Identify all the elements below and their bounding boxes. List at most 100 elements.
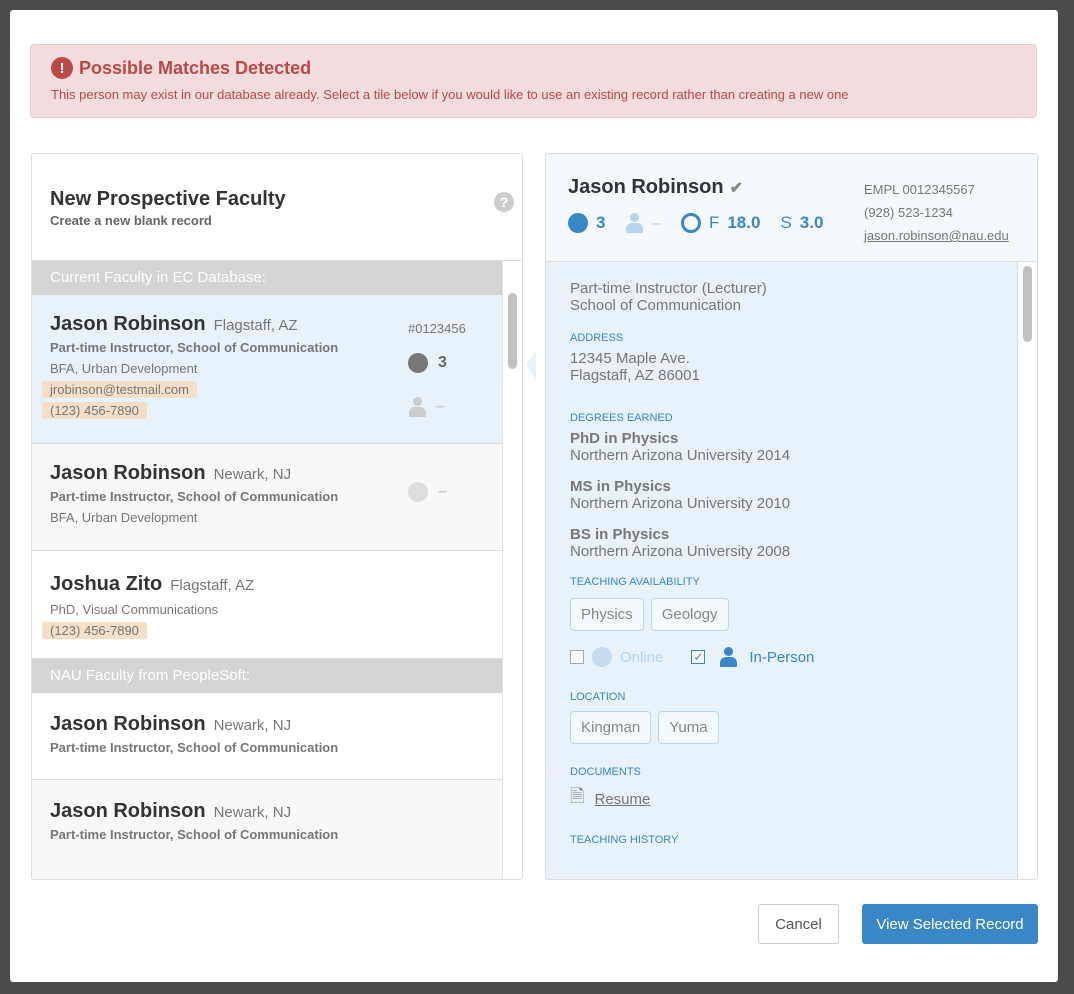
list-item[interactable]: Jason Robinson Newark, NJ Part-time Instr… [32, 780, 503, 879]
location-label: Location [570, 691, 626, 703]
globe-icon [408, 353, 428, 373]
detail-title: Part-time Instructor (Lecturer) [570, 280, 767, 297]
inperson-count: – [436, 398, 445, 415]
checkmark-icon: ✔ [729, 180, 743, 197]
detail-body: Part-time Instructor (Lecturer) School o… [546, 262, 1037, 879]
address-line1: 12345 Maple Ave. [570, 350, 690, 367]
degree-school: Northern Arizona University 2014 [570, 447, 791, 464]
list-scrollbar[interactable] [502, 261, 522, 879]
faculty-location: Newark, NJ [213, 717, 292, 734]
location-tag: Yuma [658, 711, 719, 744]
possible-matches-alert: ! Possible Matches Detected This person m… [30, 44, 1037, 118]
online-count: 3 [596, 213, 606, 232]
globe-icon [592, 647, 612, 667]
degree-name: MS in Physics [570, 478, 671, 495]
spring-label: S [780, 213, 792, 232]
list-item[interactable]: Jason Robinson Newark, NJ Part-time Instr… [32, 444, 503, 551]
faculty-role: Part-time Instructor, School of Communic… [50, 740, 339, 755]
faculty-name: Joshua Zito [50, 573, 163, 595]
selection-pointer [526, 351, 536, 379]
new-record-subtitle: Create a new blank record [50, 213, 212, 228]
inperson-label: In-Person [749, 648, 815, 666]
faculty-location: Newark, NJ [213, 804, 292, 821]
list-item[interactable]: Jason Robinson Newark, NJ Part-time Instr… [32, 693, 503, 780]
help-icon[interactable]: ? [494, 192, 514, 212]
person-icon [408, 397, 426, 417]
new-blank-record-tile[interactable]: New Prospective Faculty Create a new bla… [32, 154, 522, 261]
degree-school: Northern Arizona University 2010 [570, 495, 791, 512]
clock-icon [680, 213, 701, 233]
degree-entry: PhD in Physics Northern Arizona Universit… [570, 430, 1013, 464]
exclamation-circle-icon: ! [51, 57, 73, 79]
online-label: Online [620, 648, 664, 666]
faculty-role: Part-time Instructor, School of Communic… [50, 489, 339, 504]
fall-load: 18.0 [727, 213, 761, 232]
detail-name: Jason Robinson [568, 176, 724, 198]
scrollbar-thumb[interactable] [1023, 266, 1032, 342]
online-count: 3 [438, 354, 447, 371]
cancel-button[interactable]: Cancel [758, 904, 839, 944]
alert-title: Possible Matches Detected [79, 57, 312, 78]
detail-phone: (928) 523-1234 [864, 205, 953, 220]
spring-load: 3.0 [799, 213, 824, 232]
faculty-role: Part-time Instructor, School of Communic… [50, 827, 339, 842]
faculty-name: Jason Robinson [50, 462, 206, 484]
faculty-id: #0123456 [408, 321, 466, 336]
detail-email-link[interactable]: jason.robinson@nau.edu [864, 228, 1009, 243]
person-icon [719, 647, 738, 667]
new-record-title: New Prospective Faculty [50, 188, 286, 210]
scrollbar-thumb[interactable] [508, 293, 517, 369]
detail-header: Jason Robinson ✔ 3 – F 18.0 S 3.0 EMPL 0012… [546, 154, 1037, 262]
faculty-location: Flagstaff, AZ [170, 577, 255, 594]
faculty-location: Newark, NJ [213, 466, 292, 483]
match-list-panel: New Prospective Faculty Create a new bla… [31, 153, 523, 880]
documents-label: Documents [570, 766, 641, 778]
fall-label: F [708, 213, 720, 232]
matched-email: jrobinson@testmail.com [42, 381, 197, 398]
subject-tag: Physics [570, 598, 644, 631]
faculty-degree: BFA, Urban Development [50, 361, 198, 376]
degree-name: BS in Physics [570, 526, 670, 543]
degree-name: PhD in Physics [570, 430, 679, 447]
view-selected-record-button[interactable]: View Selected Record [862, 904, 1038, 944]
address-line2: Flagstaff, AZ 86001 [570, 367, 700, 384]
detail-scrollbar[interactable] [1017, 262, 1037, 879]
faculty-name: Jason Robinson [50, 800, 206, 822]
globe-icon [568, 213, 588, 233]
faculty-name: Jason Robinson [50, 713, 206, 735]
matched-phone: (123) 456-7890 [42, 622, 147, 639]
inperson-checkbox[interactable]: ✓ [691, 650, 706, 664]
faculty-location: Flagstaff, AZ [213, 317, 298, 334]
record-detail-panel: Jason Robinson ✔ 3 – F 18.0 S 3.0 EMPL 0012… [545, 153, 1038, 880]
faculty-role: Part-time Instructor, School of Communic… [50, 340, 339, 355]
degree-school: Northern Arizona University 2008 [570, 543, 791, 560]
subject-tag: Geology [650, 598, 729, 631]
faculty-degree: PhD, Visual Communications [50, 602, 219, 617]
list-item[interactable]: Jason Robinson Flagstaff, AZ Part-time In… [32, 295, 503, 444]
section-header-ec: Current Faculty in EC Database: [32, 261, 503, 295]
degree-entry: MS in Physics Northern Arizona University… [570, 478, 1013, 512]
document-icon: 🗎 [570, 786, 585, 806]
globe-icon [408, 482, 428, 502]
faculty-name: Jason Robinson [50, 313, 206, 335]
person-icon [625, 213, 644, 233]
address-label: Address [570, 332, 624, 344]
alert-message: This person may exist in our database al… [51, 87, 849, 102]
possible-matches-modal: ! Possible Matches Detected This person m… [10, 10, 1058, 982]
employee-id: EMPL 0012345567 [864, 182, 975, 197]
availability-label: Teaching Availability [570, 576, 700, 588]
detail-department: School of Communication [570, 297, 741, 314]
resume-link[interactable]: Resume [594, 790, 651, 808]
inperson-count: – [651, 213, 661, 232]
match-list: Current Faculty in EC Database: Jason Ro… [32, 261, 503, 879]
matched-phone: (123) 456-7890 [42, 402, 147, 419]
teaching-history-label: Teaching History [570, 834, 679, 846]
faculty-degree: BFA, Urban Development [50, 510, 198, 525]
online-count: – [438, 483, 447, 500]
online-checkbox[interactable] [570, 650, 584, 664]
degree-entry: BS in Physics Northern Arizona University… [570, 526, 1013, 560]
location-tag: Kingman [570, 711, 652, 744]
list-item[interactable]: Joshua Zito Flagstaff, AZ PhD, Visual Com… [32, 551, 503, 659]
degrees-label: Degrees Earned [570, 412, 673, 424]
section-header-peoplesoft: NAU Faculty from PeopleSoft: [32, 659, 503, 693]
